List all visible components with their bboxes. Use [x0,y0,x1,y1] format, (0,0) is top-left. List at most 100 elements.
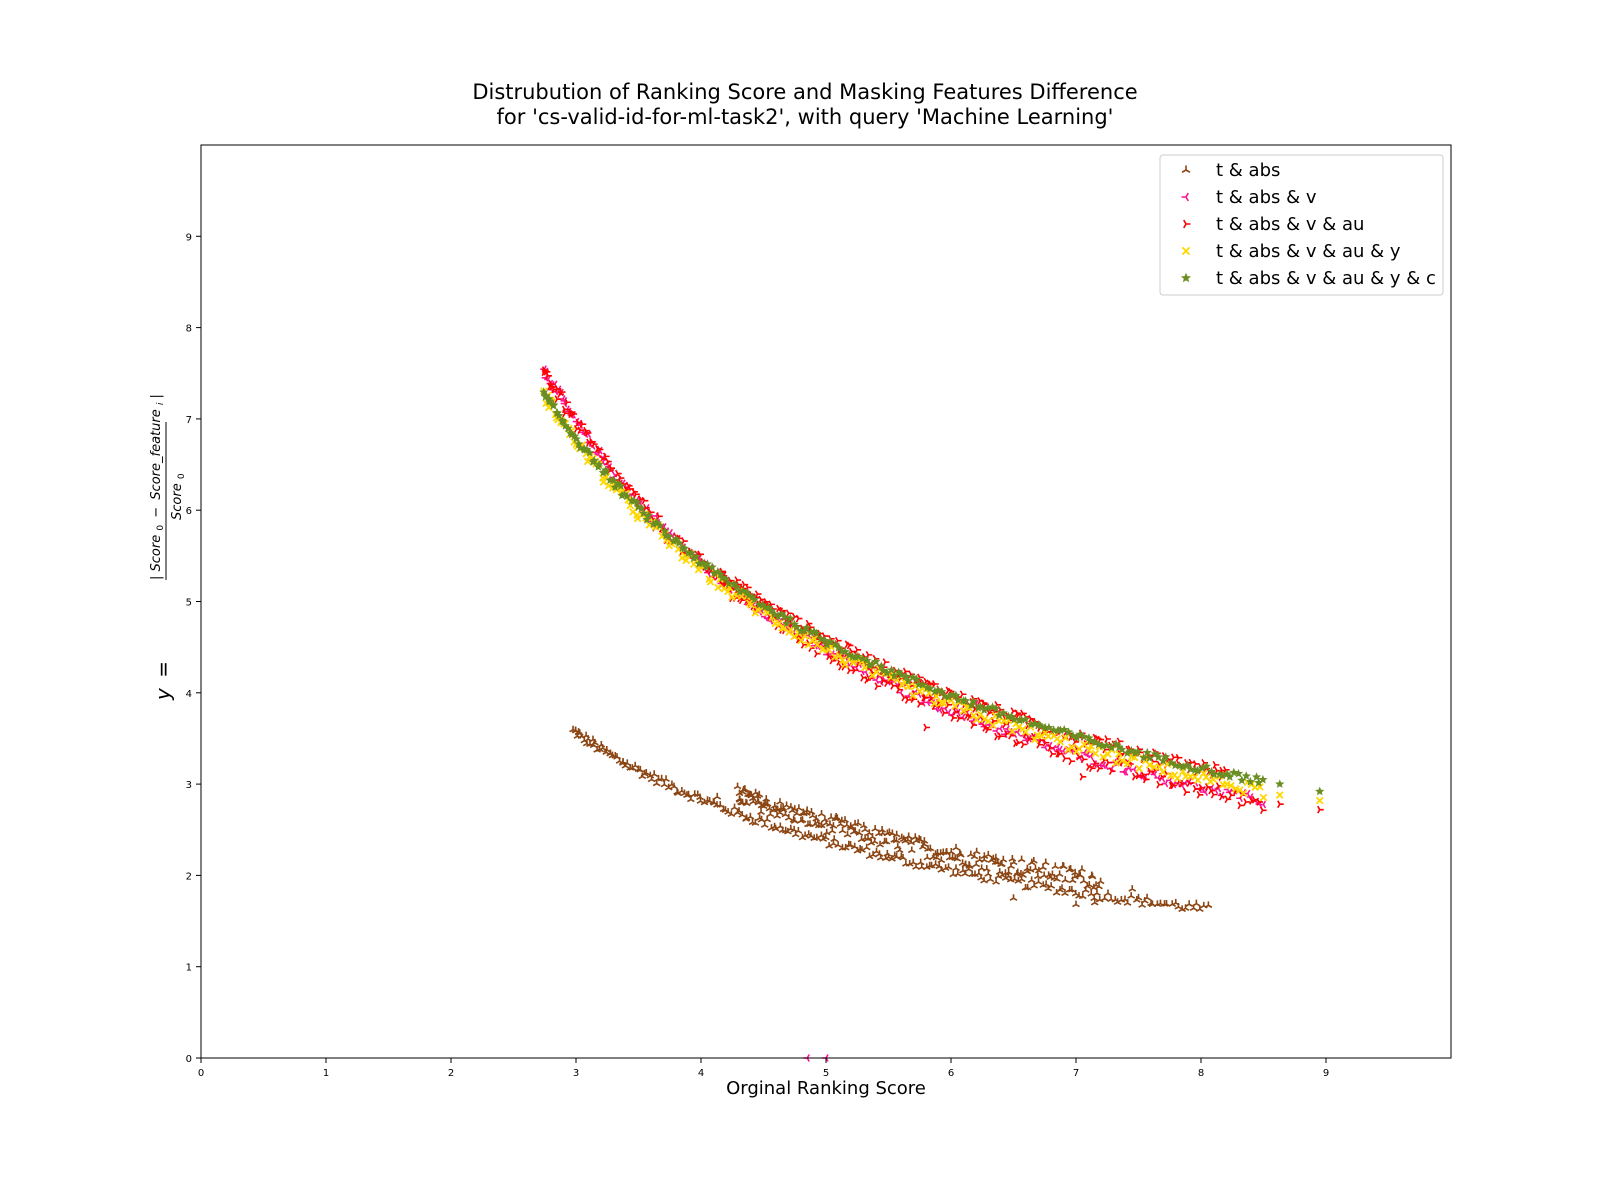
data-point [1259,800,1267,809]
data-point [882,837,891,845]
data-point [833,642,844,652]
data-point [890,681,897,690]
data-point [1185,900,1194,907]
x-tick-label: 7 [1073,1068,1079,1079]
data-point [755,790,764,798]
data-point [1062,754,1069,763]
y-tick-label: 0 [186,1054,192,1065]
data-point [1275,791,1284,799]
data-point [1061,734,1070,742]
data-point [605,457,612,466]
data-point [972,847,981,855]
data-point [1052,888,1061,896]
data-point [857,835,866,843]
data-point [625,481,633,490]
data-point [591,738,599,746]
data-point [1210,790,1218,799]
data-point [1277,800,1284,809]
y-label-bar-left: | [149,576,164,580]
data-point [1015,738,1023,747]
data-point [1008,855,1017,862]
y-label-score-a: Score [149,535,164,572]
data-point [1117,750,1125,758]
data-point [876,840,884,848]
data-point [660,526,670,536]
data-point [573,425,581,433]
data-point [608,475,618,485]
data-point [1258,774,1268,784]
data-point [838,656,847,665]
data-point [1030,881,1039,889]
y-tick-label: 6 [186,506,192,517]
data-point [911,833,920,840]
data-point [1135,771,1143,780]
data-point [1183,788,1190,797]
data-point [871,656,881,666]
y-axis-ticks: 0 1 2 3 4 5 6 7 8 9 [186,232,201,1065]
data-point [1229,767,1239,777]
data-point [1068,757,1076,766]
data-point [932,692,941,701]
y-label-den: Score [170,483,185,520]
data-point [1145,753,1155,763]
data-point [1059,862,1068,870]
data-point [1075,729,1085,739]
data-point [904,696,912,704]
data-point [1003,729,1011,738]
data-point [896,685,903,694]
data-point [1224,795,1232,804]
data-point [923,698,931,707]
data-point [606,749,615,757]
data-point [1030,732,1038,741]
data-point [1113,898,1122,905]
data-point [854,645,862,654]
data-point [1160,900,1169,907]
data-point [787,626,795,634]
data-point [593,746,601,753]
data-point [846,666,854,675]
data-point [753,796,762,804]
data-point [548,400,558,410]
data-point [691,552,701,561]
data-point [714,583,722,592]
y-tick-label: 5 [186,598,192,609]
data-point [922,693,930,702]
data-point [1071,868,1080,876]
data-point [861,834,870,841]
data-point [901,836,910,844]
data-point [895,846,904,853]
data-point [601,467,611,476]
data-point [763,815,772,823]
data-point [1180,272,1192,283]
x-tick-label: 4 [698,1068,704,1079]
data-point [1108,767,1116,776]
data-point [1026,734,1034,743]
data-point [721,574,731,583]
data-point [571,434,581,443]
data-point [1219,792,1226,801]
data-point [939,848,948,856]
data-point [817,821,826,829]
data-point [861,825,869,833]
data-point [1001,869,1010,876]
data-point [855,829,864,836]
data-point [1061,876,1070,883]
data-point [1192,784,1200,793]
x-tick-label: 0 [198,1068,204,1079]
data-point [932,704,939,713]
data-point [1237,801,1245,810]
data-point [643,510,654,520]
data-point [1227,781,1235,790]
data-point [901,860,910,867]
data-point [995,868,1004,875]
data-point [1142,775,1150,784]
data-point [1085,746,1093,754]
data-point [817,831,826,839]
data-point [739,788,747,795]
data-point [841,662,849,671]
legend-label-t-abs-v-au-y: t & abs & v & au & y [1216,241,1401,262]
data-point [664,531,674,541]
data-point [589,735,597,743]
data-point [690,790,699,797]
data-point [561,405,569,414]
